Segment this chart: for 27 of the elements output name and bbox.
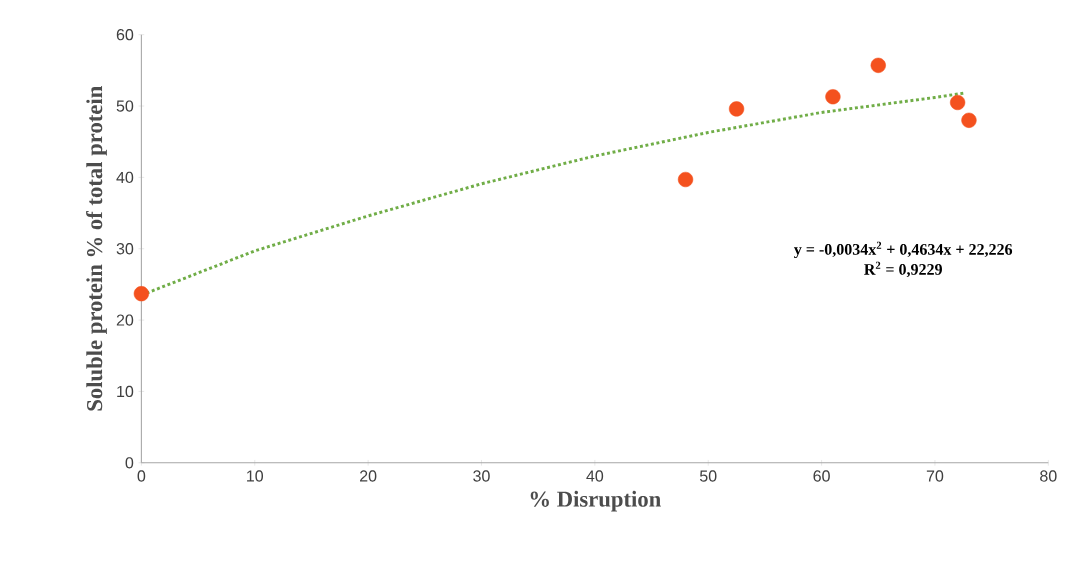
y-tick-label: 20 — [116, 314, 134, 326]
y-tick-label: 40 — [116, 171, 134, 184]
point — [961, 112, 977, 129]
x-tick-label: 0 — [137, 470, 146, 482]
point — [728, 101, 745, 117]
y-tick-label: 60 — [116, 29, 134, 41]
x-tick-label: 60 — [813, 470, 830, 482]
point — [677, 172, 694, 188]
y-tick-label: 0 — [125, 457, 134, 469]
x-tick-label: 80 — [1040, 470, 1057, 482]
point — [133, 286, 149, 302]
x-tick-label: 70 — [926, 470, 944, 482]
x-tick-label: 40 — [586, 470, 604, 482]
annotation: y = -0,0034x$^{2}$ + 0,4634x + 22,226 — [793, 242, 1013, 259]
x-tick-label: 30 — [473, 470, 490, 482]
y-tick-label: 50 — [116, 100, 134, 112]
x-tick-label: 50 — [699, 470, 717, 482]
point — [825, 89, 841, 105]
annotation: R$^{2}$ = 0,9229 — [864, 262, 942, 278]
x-axis-title: % Disruption — [530, 491, 661, 512]
y-axis-title: Soluble protein % of total protein — [86, 86, 107, 411]
x-tick-label: 10 — [247, 470, 264, 482]
point — [950, 95, 966, 111]
y-tick-label: 10 — [117, 386, 134, 398]
point — [870, 58, 886, 74]
y-tick-label: 30 — [116, 243, 134, 255]
x-tick-label: 20 — [360, 470, 377, 482]
